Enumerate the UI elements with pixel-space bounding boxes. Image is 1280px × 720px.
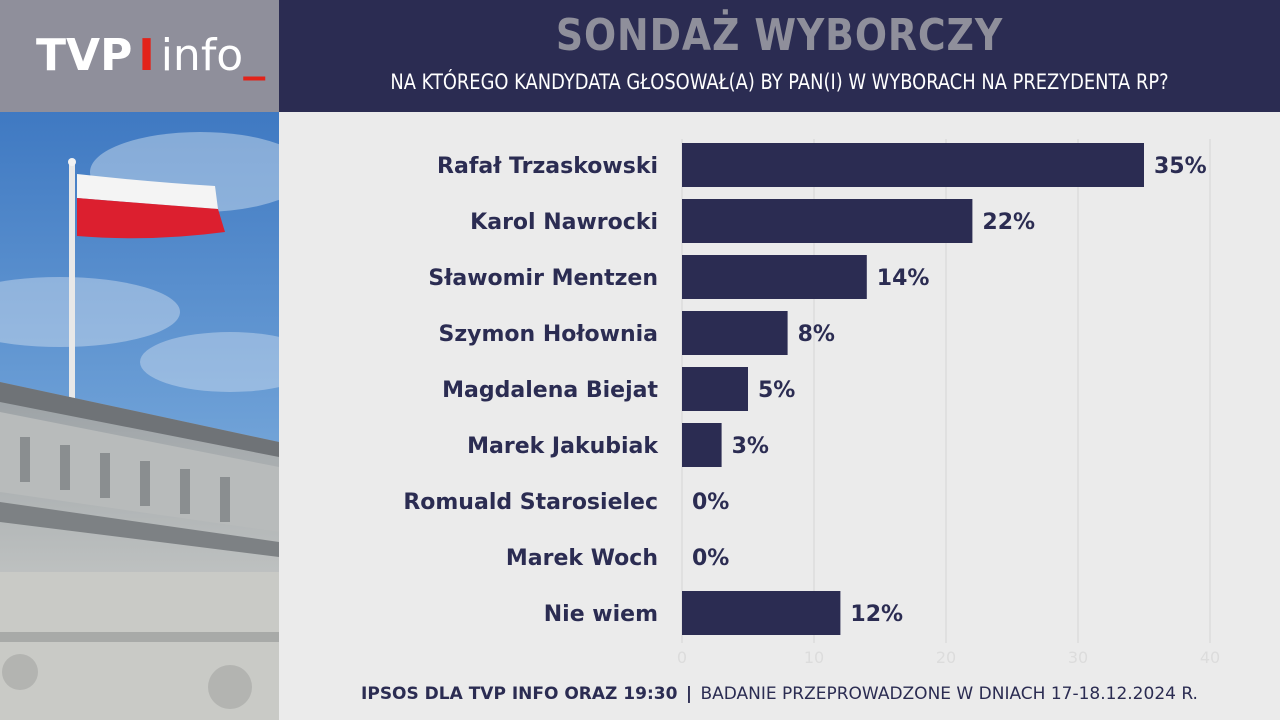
category-label: Karol Nawrocki xyxy=(470,210,658,235)
category-label: Magdalena Biejat xyxy=(442,378,658,403)
chart-bars xyxy=(682,143,1144,635)
chart-x-ticks: 0 10 20 30 40 xyxy=(677,648,1220,667)
logo-suffix: info xyxy=(160,30,244,81)
category-label: Sławomir Mentzen xyxy=(428,266,658,291)
category-label: Romuald Starosielec xyxy=(403,490,658,515)
x-tick-label: 0 xyxy=(677,648,687,667)
footer-separator: | xyxy=(685,684,693,704)
footer-note: BADANIE PRZEPROWADZONE W DNIACH 17-18.12… xyxy=(700,684,1198,704)
logo-cursor: _ xyxy=(243,30,266,81)
category-label: Marek Jakubiak xyxy=(467,434,659,459)
category-label: Szymon Hołownia xyxy=(438,322,658,347)
bar xyxy=(682,255,867,299)
x-tick-label: 10 xyxy=(804,648,824,667)
chart-value-labels: 35% 22% 14% 8% 5% 3% 0% 0% 12% xyxy=(692,154,1207,627)
category-label: Nie wiem xyxy=(544,602,658,627)
category-label: Marek Woch xyxy=(506,546,658,571)
bar xyxy=(682,143,1144,187)
x-tick-label: 30 xyxy=(1068,648,1088,667)
value-label: 12% xyxy=(850,602,903,627)
value-label: 14% xyxy=(877,266,930,291)
x-tick-label: 40 xyxy=(1200,648,1220,667)
bar xyxy=(682,423,722,467)
bar xyxy=(682,199,973,243)
page-title: SONDAŻ WYBORCZY xyxy=(555,10,1004,61)
value-label: 0% xyxy=(692,490,729,515)
page-subtitle: NA KTÓREGO KANDYDATA GŁOSOWAŁ(A) BY PAN(… xyxy=(390,70,1169,94)
flag-photo xyxy=(0,112,279,720)
footer-source: IPSOS DLA TVP INFO ORAZ 19:30 xyxy=(361,684,678,704)
value-label: 8% xyxy=(798,322,835,347)
source-footer: IPSOS DLA TVP INFO ORAZ 19:30 | BADANIE … xyxy=(279,686,1280,703)
bar xyxy=(682,367,748,411)
category-label: Rafał Trzaskowski xyxy=(437,154,658,179)
logo-separator: I xyxy=(138,30,155,81)
value-label: 22% xyxy=(982,210,1035,235)
logo-brand: TVP xyxy=(36,30,133,81)
header-band xyxy=(279,0,1280,112)
polish-flag-on-building-photo xyxy=(0,112,279,720)
bar xyxy=(682,311,788,355)
chart-category-labels: Rafał Trzaskowski Karol Nawrocki Sławomir … xyxy=(403,154,659,627)
bar xyxy=(682,591,841,635)
value-label: 5% xyxy=(758,378,795,403)
bar-chart: Rafał Trzaskowski Karol Nawrocki Sławomir … xyxy=(403,139,1220,667)
x-tick-label: 20 xyxy=(936,648,956,667)
value-label: 35% xyxy=(1154,154,1207,179)
value-label: 3% xyxy=(732,434,769,459)
value-label: 0% xyxy=(692,546,729,571)
